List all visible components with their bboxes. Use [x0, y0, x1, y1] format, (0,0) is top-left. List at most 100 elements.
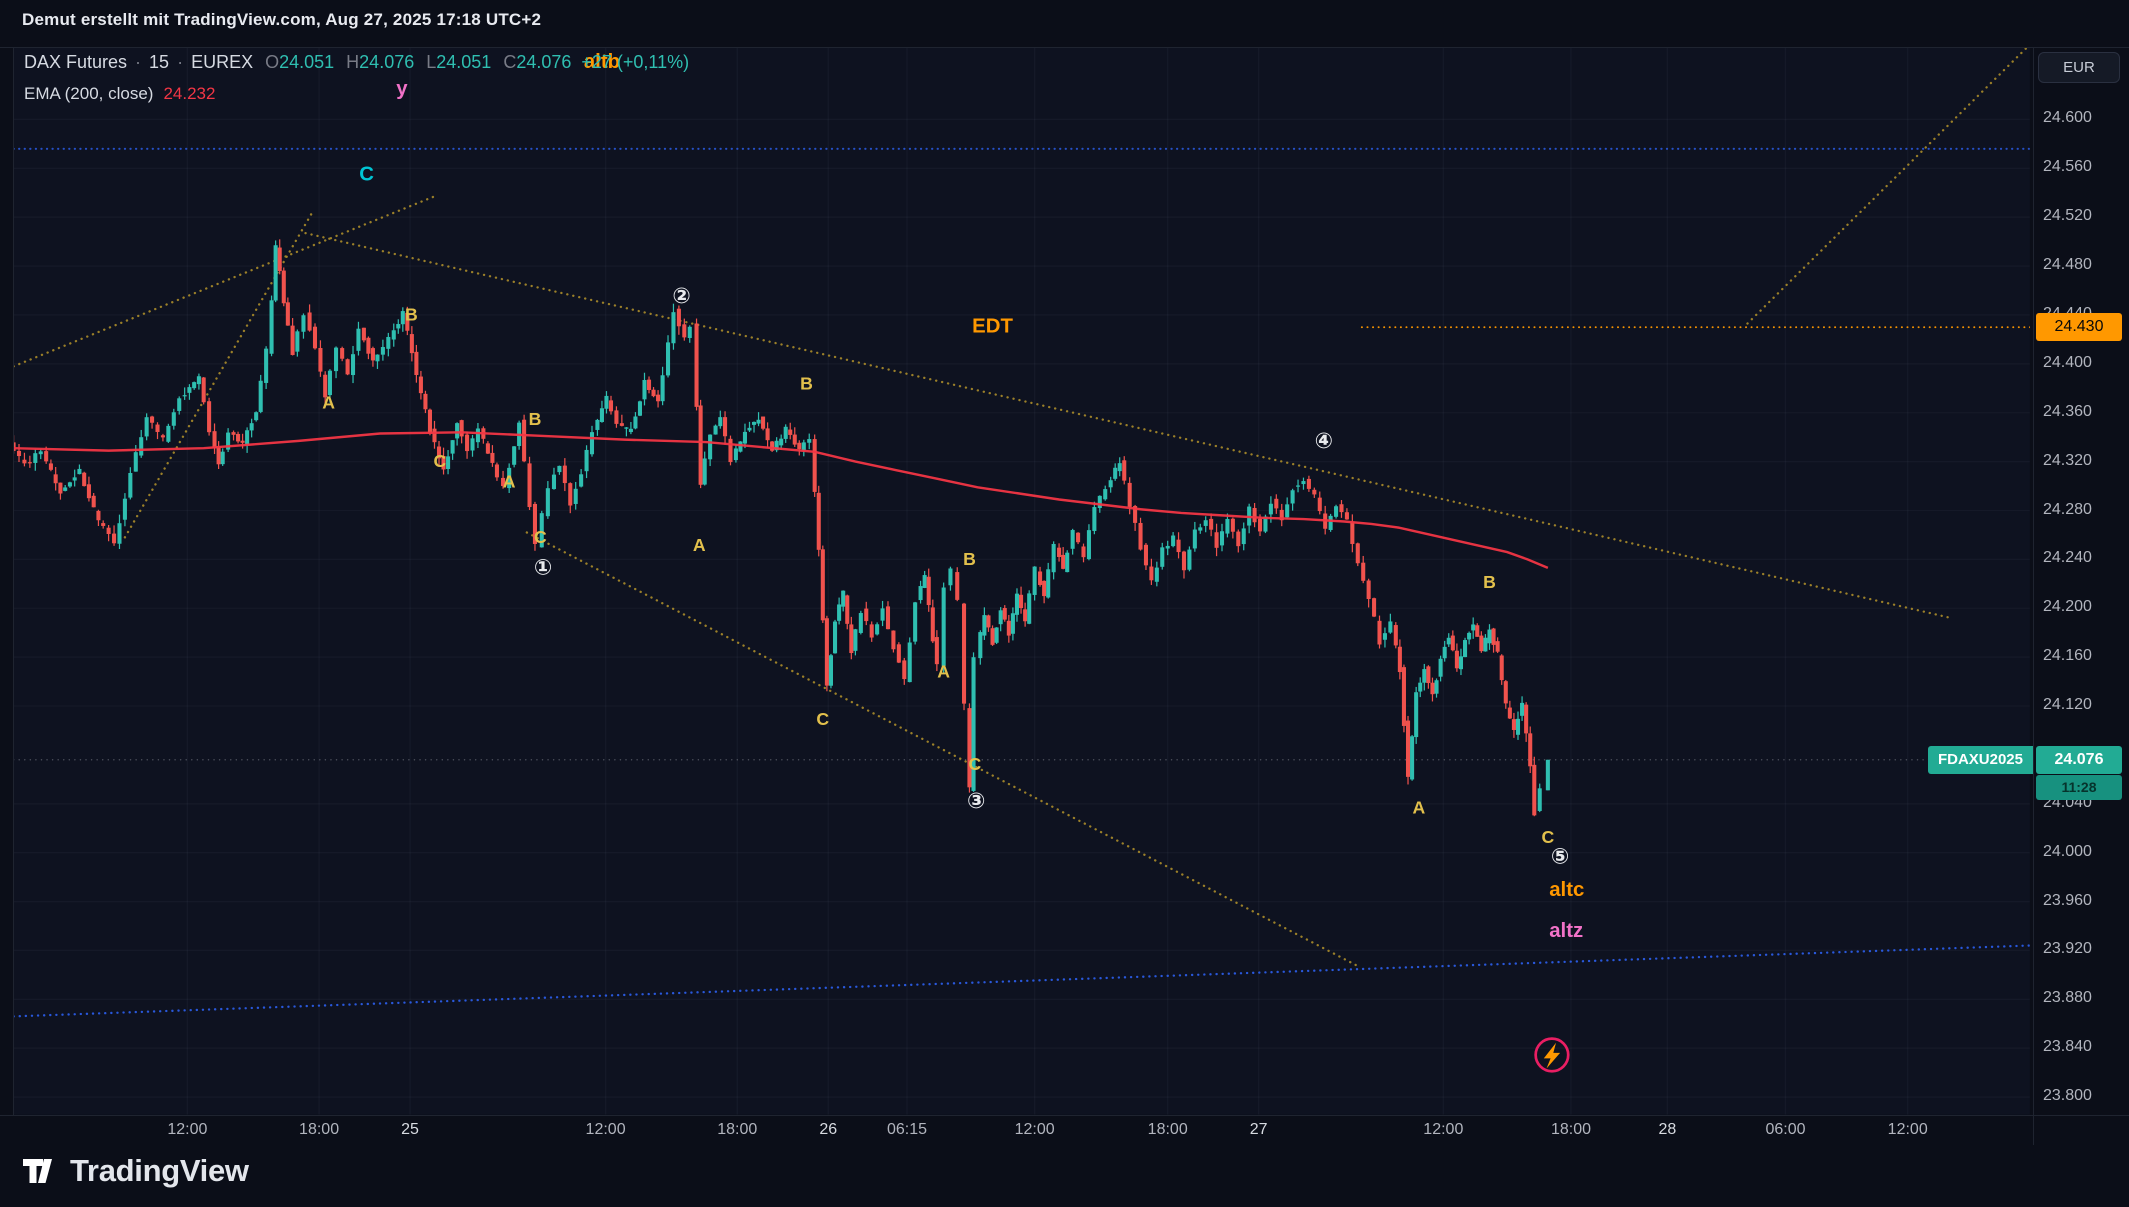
wave-label[interactable]: ④ [1315, 428, 1333, 453]
time-axis-label: 12:00 [1014, 1121, 1055, 1138]
candle-body [91, 495, 96, 508]
wave-label[interactable]: EDT [972, 316, 1013, 338]
candle-body [1108, 480, 1113, 488]
candle-body [1133, 506, 1138, 523]
candle-body [562, 465, 567, 484]
time-axis[interactable]: 12:00 18:00 25 12:00 18:00 26 06:15 12:00 18:00 2… [0, 1121, 2129, 1145]
candle-body [1285, 504, 1290, 518]
tradingview-logo[interactable]: TradingView [20, 1152, 249, 1190]
candle-body [869, 624, 874, 638]
candle-body [507, 467, 512, 489]
candle-body [930, 607, 935, 642]
wave-label[interactable]: altc [1549, 879, 1584, 901]
wave-label[interactable]: C [534, 527, 547, 547]
wave-label[interactable]: A [1413, 797, 1426, 817]
ema-200-line[interactable] [13, 431, 1549, 570]
currency-button[interactable]: EUR [2038, 52, 2120, 83]
candle-body [918, 586, 923, 601]
candle-body [527, 463, 532, 508]
candle-body [599, 408, 604, 422]
candle-body [783, 426, 788, 439]
candle-body [858, 613, 863, 633]
candle-body [501, 477, 506, 487]
candle-body [155, 424, 160, 432]
candle-body [1023, 609, 1028, 622]
time-axis-label: 18:00 [299, 1121, 340, 1138]
candle-body [1475, 625, 1480, 637]
candle-body [880, 608, 885, 621]
candle-body [1006, 620, 1011, 636]
candle-body [1149, 566, 1154, 581]
time-axis-label: 28 [1658, 1121, 1677, 1138]
candle-body [207, 401, 212, 433]
wave-label[interactable]: A [937, 661, 950, 681]
candle-body [391, 330, 396, 340]
candle-body [1306, 478, 1311, 489]
symbol-name[interactable]: DAX Futures [24, 52, 128, 72]
candle-body [67, 482, 72, 487]
wave-label[interactable]: ② [672, 283, 690, 308]
wave-label[interactable]: ③ [967, 788, 985, 813]
indicator-label[interactable]: EMA (200, close) [24, 84, 154, 103]
lightning-icon[interactable] [1534, 1037, 1570, 1073]
wave-label[interactable]: y [396, 78, 408, 100]
wave-label[interactable]: B [800, 374, 813, 394]
wave-label[interactable]: C [969, 754, 982, 774]
wave-label[interactable]: A [693, 535, 706, 555]
candle-body [1503, 681, 1508, 704]
candle-body [1046, 569, 1051, 598]
candle-body [1418, 682, 1423, 692]
candle-body [48, 463, 53, 470]
wave-label[interactable]: C [359, 164, 374, 186]
wave-label[interactable]: C [1541, 827, 1554, 847]
channel-upper-trendline[interactable] [304, 231, 1953, 620]
candle-body [249, 423, 254, 431]
wave-label[interactable]: ⑤ [1551, 844, 1569, 869]
exchange-name[interactable]: EUREX [191, 52, 254, 72]
candle-body [106, 527, 111, 534]
candle-body [318, 348, 323, 372]
candle-body [1103, 489, 1108, 500]
wave-label[interactable]: C [816, 709, 829, 729]
wave-label[interactable]: A [503, 471, 516, 491]
alert-price-badge[interactable]: 24.430 [2036, 313, 2122, 342]
wave-label[interactable]: B [405, 304, 418, 324]
projection-trendline[interactable] [1746, 47, 2027, 325]
candle-body [1230, 518, 1235, 532]
candle-body [13, 442, 16, 451]
candle-body [1176, 539, 1181, 553]
price-axis[interactable]: 24.60024.56024.52024.48024.44024.40024.3… [2043, 0, 2129, 1115]
wave-label[interactable]: B [963, 549, 976, 569]
legend-separator: · [135, 52, 142, 72]
candle-body [295, 331, 300, 352]
candle-body [1355, 543, 1360, 564]
candle-body [765, 428, 770, 441]
wave-label[interactable]: ① [534, 554, 552, 579]
interval-value[interactable]: 15 [149, 52, 170, 72]
wave-label[interactable]: A [322, 393, 335, 413]
channel-lower-trendline[interactable] [525, 531, 1362, 969]
candle-body [1312, 489, 1317, 495]
candle-body [967, 708, 972, 788]
support-trendline-lower[interactable] [13, 944, 2030, 1018]
candle-body [133, 452, 138, 472]
wave-label[interactable]: B [529, 409, 542, 429]
wave-label[interactable]: C [434, 451, 447, 471]
candle-body [742, 431, 748, 444]
candle-body [1479, 635, 1484, 652]
candle-body [380, 347, 385, 355]
candle-body [978, 632, 983, 659]
time-axis-label: 12:00 [585, 1121, 626, 1138]
candle-body [642, 380, 647, 400]
time-axis-label: 06:15 [886, 1121, 928, 1138]
wave-label[interactable]: altz [1549, 920, 1583, 942]
candle-body [1532, 764, 1537, 816]
wave-label[interactable]: B [1483, 572, 1496, 592]
candle-body [885, 606, 891, 630]
time-axis-label: 25 [401, 1121, 419, 1138]
candle-body [718, 417, 723, 427]
candle-body [1463, 640, 1468, 658]
wave-label[interactable]: altb [584, 51, 620, 73]
candle-body [1143, 544, 1149, 566]
